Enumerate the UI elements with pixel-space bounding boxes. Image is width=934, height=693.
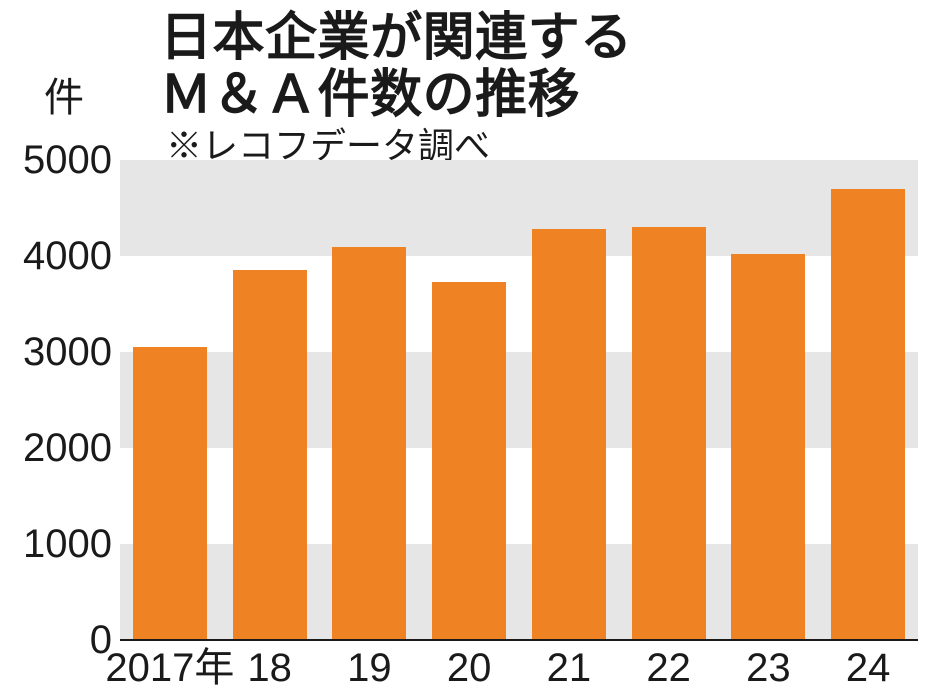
x-tick-label: 21 bbox=[547, 640, 592, 688]
bar bbox=[731, 254, 805, 640]
bar bbox=[332, 247, 406, 640]
bar bbox=[632, 227, 706, 640]
x-axis-baseline bbox=[120, 639, 918, 641]
bar bbox=[831, 189, 905, 640]
y-tick-label: 4000 bbox=[23, 236, 120, 276]
x-tick-label: 19 bbox=[347, 640, 392, 688]
chart-title-line1: 日本企業が関連する bbox=[160, 10, 633, 67]
gridband bbox=[120, 160, 918, 256]
chart-title: 日本企業が関連する Ｍ＆Ａ件数の推移 bbox=[160, 10, 633, 124]
y-tick-label: 2000 bbox=[23, 428, 120, 468]
y-axis-unit-label: 件 bbox=[44, 78, 84, 118]
chart-title-line2: Ｍ＆Ａ件数の推移 bbox=[160, 67, 633, 124]
chart-container: 日本企業が関連する Ｍ＆Ａ件数の推移 件 ※レコフデータ調べ 010002000… bbox=[0, 0, 934, 693]
chart-source-note: ※レコフデータ調べ bbox=[166, 128, 490, 164]
x-tick-label: 20 bbox=[447, 640, 492, 688]
y-tick-label: 1000 bbox=[23, 524, 120, 564]
x-tick-label: 22 bbox=[646, 640, 691, 688]
y-tick-label: 3000 bbox=[23, 332, 120, 372]
plot-area: 010002000300040005000 2017年1819202122232… bbox=[120, 160, 918, 640]
bar bbox=[432, 282, 506, 640]
x-tick-label: 24 bbox=[846, 640, 891, 688]
y-tick-label: 5000 bbox=[23, 140, 120, 180]
x-tick-label: 23 bbox=[746, 640, 791, 688]
x-tick-label: 2017年 bbox=[105, 640, 234, 688]
bar bbox=[532, 229, 606, 640]
bar bbox=[233, 270, 307, 640]
x-tick-label: 18 bbox=[247, 640, 292, 688]
bar bbox=[133, 347, 207, 640]
